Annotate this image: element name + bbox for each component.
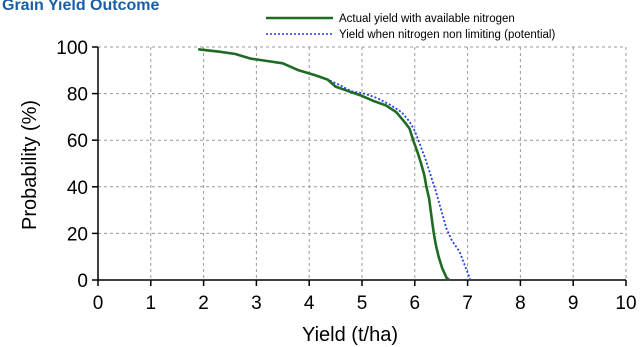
y-tick-labels: 0 20 40 60 80 100 (56, 38, 88, 292)
legend-label-potential: Yield when nitrogen non limiting (potent… (339, 29, 555, 41)
series-line-actual (198, 48, 450, 281)
x-tick-label: 9 (568, 293, 579, 314)
x-tick-label: 7 (462, 293, 473, 314)
x-tick-label: 6 (410, 293, 421, 314)
x-tick-label: 0 (93, 293, 104, 314)
x-tick-label: 10 (615, 293, 636, 314)
y-axis-title: Probability (%) (19, 100, 41, 230)
chart-title: Grain Yield Outcome (2, 0, 159, 14)
x-tick-label: 3 (251, 293, 262, 314)
x-tick-label: 2 (198, 293, 209, 314)
x-tick-label: 5 (357, 293, 368, 314)
legend-label-actual: Actual yield with available nitrogen (339, 13, 515, 25)
x-tick-label: 4 (304, 293, 315, 314)
y-tick-label: 0 (77, 271, 88, 292)
legend: Actual yield with available nitrogen Yie… (266, 13, 555, 41)
x-tick-labels: 0 1 2 3 4 5 6 7 8 9 10 (93, 293, 637, 314)
y-tick-label: 60 (67, 131, 88, 152)
y-tick-label: 20 (67, 224, 88, 245)
grid-lines (98, 46, 627, 280)
y-tick-label: 80 (67, 85, 88, 106)
y-tick-label: 100 (56, 38, 88, 59)
axes (92, 46, 627, 286)
x-axis-title: Yield (t/ha) (302, 324, 398, 346)
y-tick-label: 40 (67, 178, 88, 199)
series-lines (198, 48, 472, 281)
x-tick-label: 8 (515, 293, 526, 314)
x-tick-label: 1 (146, 293, 157, 314)
